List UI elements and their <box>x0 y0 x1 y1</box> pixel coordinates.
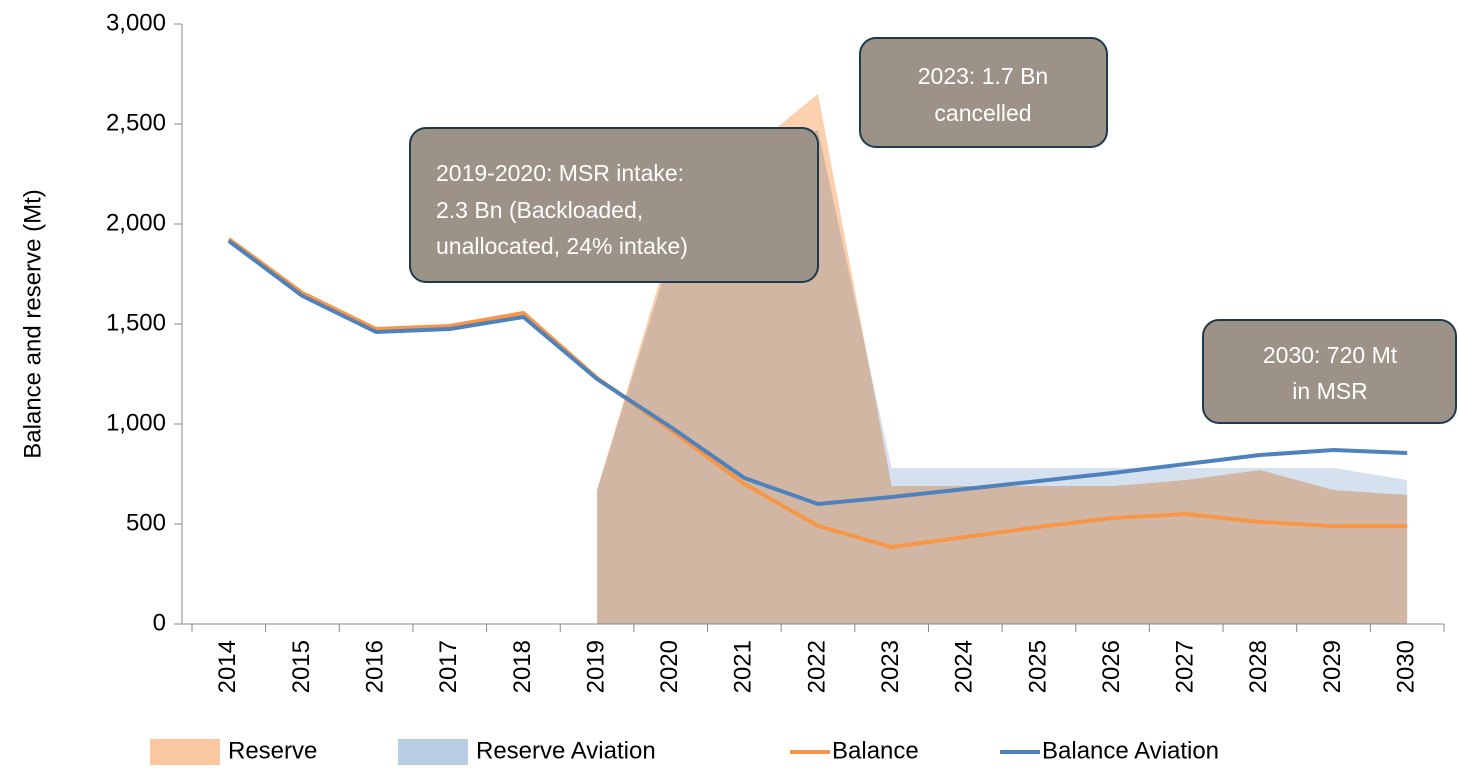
line <box>227 237 1408 549</box>
x-tick-label: 2017 <box>435 640 462 693</box>
x-tick-label: 2021 <box>730 640 757 693</box>
legend-label: Balance Aviation <box>1042 737 1219 764</box>
x-tick-label: 2026 <box>1098 640 1125 693</box>
x-tick-label: 2025 <box>1024 640 1051 693</box>
annotation-text: cancelled <box>934 100 1031 126</box>
annotation-text: unallocated, 24% intake) <box>436 233 688 259</box>
annotation-text: 2023: 1.7 Bn <box>918 63 1048 89</box>
annotation: 2019-2020: MSR intake: 2.3 Bn (Backloaded… <box>409 127 819 283</box>
x-tick-label: 2024 <box>951 640 978 693</box>
x-tick-label: 2016 <box>361 640 388 693</box>
x-tick-label: 2014 <box>214 640 241 693</box>
x-tick-label: 2015 <box>288 640 315 693</box>
annotation-text: 2019-2020: MSR intake: <box>436 160 684 186</box>
legend-label: Reserve Aviation <box>476 737 656 764</box>
annotation: 2023: 1.7 Bn cancelled <box>859 37 1108 148</box>
x-tick-label: 2018 <box>509 640 536 693</box>
annotation-text: 2030: 720 Mt <box>1263 342 1398 368</box>
x-tick-label: 2028 <box>1245 640 1272 693</box>
legend-swatch <box>398 739 468 765</box>
x-tick-label: 2022 <box>803 640 830 693</box>
x-tick-label: 2019 <box>582 640 609 693</box>
y-tick-label: 1,000 <box>106 409 166 436</box>
x-tick-label: 2030 <box>1393 640 1420 693</box>
x-tick-label: 2023 <box>877 640 904 693</box>
annotation-text: in MSR <box>1292 378 1367 404</box>
annotation-box <box>1202 319 1457 424</box>
annotation: 2030: 720 Mt in MSR <box>1202 319 1457 424</box>
legend-label: Balance <box>832 737 919 764</box>
x-tick-label: 2029 <box>1319 640 1346 693</box>
legend-swatch <box>150 739 220 765</box>
y-axis-label: Balance and reserve (Mt) <box>19 189 46 458</box>
y-tick-label: 1,500 <box>106 309 166 336</box>
x-tick-label: 2027 <box>1172 640 1199 693</box>
y-tick-label: 500 <box>126 509 166 536</box>
y-tick-label: 2,500 <box>106 109 166 136</box>
x-tick-label: 2020 <box>656 640 683 693</box>
y-tick-label: 0 <box>153 609 166 636</box>
y-tick-label: 2,000 <box>106 209 166 236</box>
legend-label: Reserve <box>228 737 317 764</box>
annotation-box <box>859 37 1108 148</box>
annotation-box <box>409 127 819 283</box>
line <box>227 239 1408 506</box>
y-tick-label: 3,000 <box>106 9 166 36</box>
annotation-text: 2.3 Bn (Backloaded, <box>436 197 643 223</box>
